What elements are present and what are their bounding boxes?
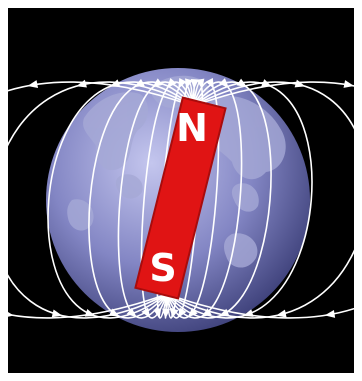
continent-south-edge [67, 199, 94, 231]
field-arrow-icon [294, 79, 306, 88]
field-arrow-icon [324, 309, 336, 318]
continent-eurasia [205, 95, 286, 180]
field-arrow-icon [84, 309, 96, 317]
field-arrow-icon [153, 308, 162, 319]
field-arrow-icon [141, 307, 151, 319]
magnet-body [134, 96, 227, 300]
field-arrow-icon [51, 309, 63, 318]
field-arrow-icon [343, 80, 354, 88]
field-line [8, 81, 194, 319]
continent-north-america [83, 92, 149, 171]
field-arrow-icon [190, 78, 199, 90]
continent-lower-right [224, 233, 258, 268]
field-line [47, 81, 194, 319]
south-pole-label: S [149, 246, 176, 290]
field-line [8, 81, 194, 319]
field-arrow-icon [134, 78, 145, 88]
continent-south-asia [231, 183, 259, 212]
field-arrow-icon [109, 79, 121, 87]
field-arrow-icon [187, 307, 198, 318]
field-line [166, 81, 354, 319]
field-arrow-icon [166, 78, 177, 89]
north-pole-label: N [176, 106, 208, 150]
field-arrow-icon [108, 308, 120, 317]
continents [67, 75, 286, 268]
bar-magnet [134, 96, 227, 300]
field-line [166, 81, 272, 319]
field-arrow-icon [27, 80, 39, 89]
field-arrow-icon [8, 309, 14, 318]
field-arrow-icon [152, 78, 163, 88]
field-line [117, 81, 194, 319]
field-arrow-icon [185, 78, 193, 90]
field-line [88, 81, 194, 319]
field-arrow-icon [126, 307, 137, 318]
field-arrow-icon [275, 309, 287, 318]
field-arrow-icon [178, 78, 187, 89]
field-arrow-icon [76, 79, 87, 88]
field-arrow-icon [205, 78, 214, 89]
